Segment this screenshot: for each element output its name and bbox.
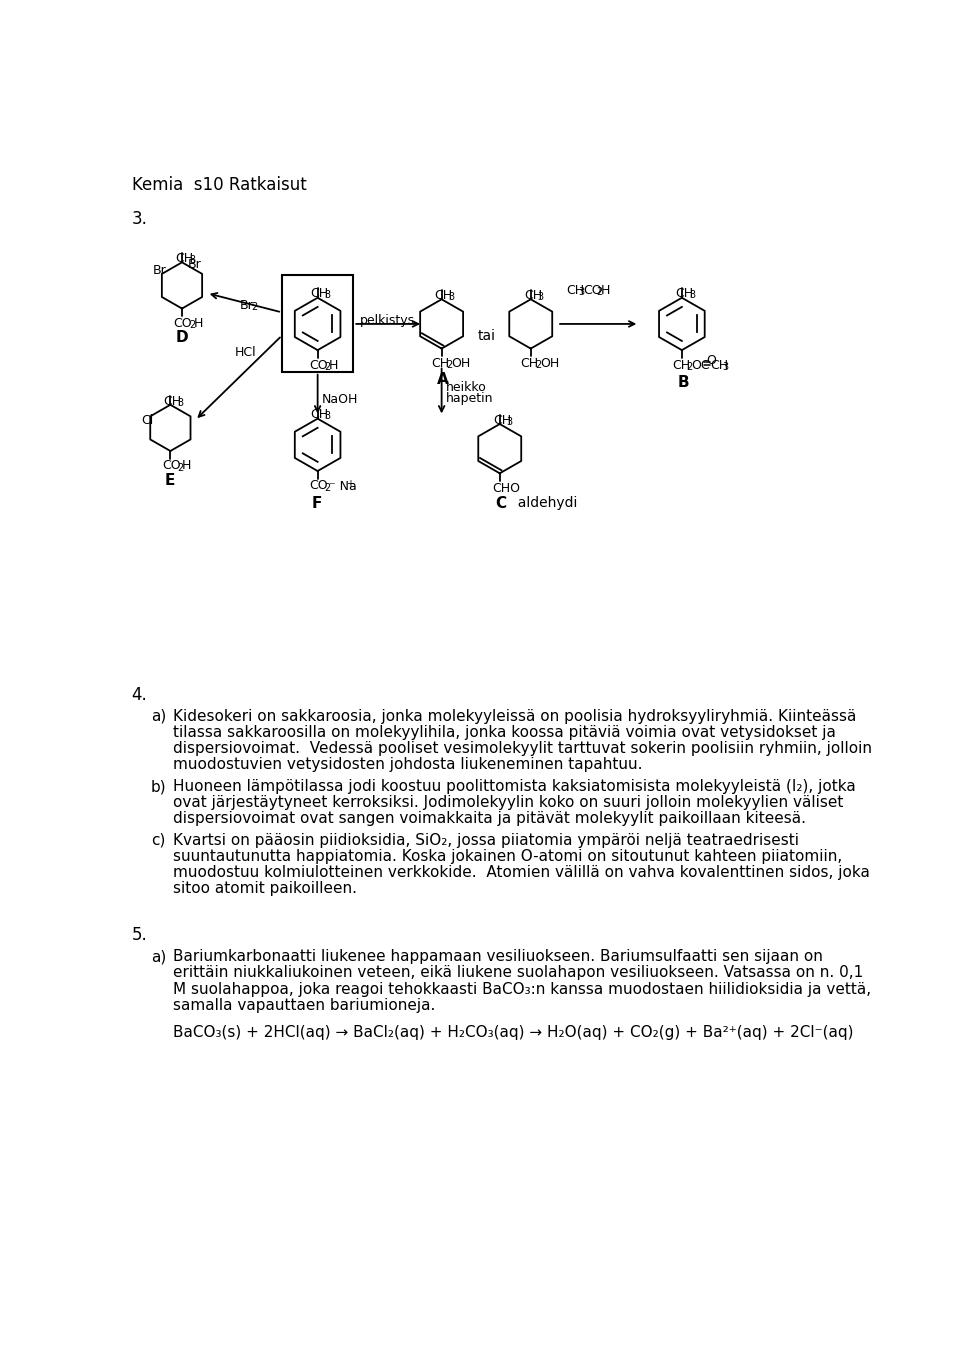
Text: CO: CO <box>309 358 327 372</box>
Text: 3: 3 <box>324 291 331 300</box>
Text: a): a) <box>151 949 166 964</box>
Text: 3: 3 <box>538 292 544 303</box>
Text: 3: 3 <box>507 418 513 427</box>
Text: aldehydi: aldehydi <box>509 496 577 511</box>
Text: c): c) <box>151 833 165 848</box>
Text: 3: 3 <box>189 256 195 265</box>
Text: pelkistys: pelkistys <box>359 314 415 327</box>
Text: A: A <box>437 372 448 387</box>
Text: O: O <box>707 354 716 366</box>
Text: H: H <box>601 284 610 297</box>
Text: 3: 3 <box>178 397 183 408</box>
Text: Br: Br <box>240 299 253 312</box>
Text: CH: CH <box>432 357 449 370</box>
Text: suuntautunutta happiatomia. Koska jokainen O-atomi on sitoutunut kahteen piiatom: suuntautunutta happiatomia. Koska jokain… <box>173 849 842 864</box>
Text: Br: Br <box>153 264 166 277</box>
Text: 2: 2 <box>686 362 693 372</box>
Text: OC: OC <box>691 358 709 372</box>
Text: 3.: 3. <box>132 210 148 228</box>
Text: 3: 3 <box>689 291 695 300</box>
Text: CHO: CHO <box>492 481 520 495</box>
Text: CO: CO <box>162 460 180 472</box>
Text: H: H <box>182 460 191 472</box>
Text: CH: CH <box>163 395 181 408</box>
Text: HCl: HCl <box>234 346 256 358</box>
Text: 2: 2 <box>324 483 331 492</box>
Text: H: H <box>194 316 203 330</box>
Text: CH: CH <box>566 284 585 297</box>
Text: CH: CH <box>311 287 328 300</box>
Text: Kemia  s10 Ratkaisut: Kemia s10 Ratkaisut <box>132 176 306 195</box>
Text: 3: 3 <box>579 287 585 297</box>
Text: CH: CH <box>175 253 193 265</box>
Text: hapetin: hapetin <box>445 392 493 406</box>
Text: CH: CH <box>524 289 541 303</box>
Text: erittäin niukkaliukoinen veteen, eikä liukene suolahapon vesiliuokseen. Vatsassa: erittäin niukkaliukoinen veteen, eikä li… <box>173 965 863 980</box>
Text: H: H <box>329 358 339 372</box>
Text: 4.: 4. <box>132 685 148 704</box>
Text: 3: 3 <box>722 362 729 372</box>
Text: CO: CO <box>584 284 602 297</box>
Text: NaOH: NaOH <box>322 393 358 406</box>
Text: Cl: Cl <box>141 414 154 427</box>
Text: muodostuu kolmiulotteinen verkkokide.  Atomien välillä on vahva kovalenttinen si: muodostuu kolmiulotteinen verkkokide. At… <box>173 865 870 880</box>
Text: BaCO₃(s) + 2HCl(aq) → BaCl₂(aq) + H₂CO₃(aq) → H₂O(aq) + CO₂(g) + Ba²⁺(aq) + 2Cl⁻: BaCO₃(s) + 2HCl(aq) → BaCl₂(aq) + H₂CO₃(… <box>173 1025 853 1040</box>
Text: CH: CH <box>435 289 453 303</box>
Text: tilassa sakkaroosilla on molekyylihila, jonka koossa pitäviä voimia ovat vetysid: tilassa sakkaroosilla on molekyylihila, … <box>173 725 835 740</box>
Bar <box>282 274 353 372</box>
Text: Kidesokeri on sakkaroosia, jonka molekyyleissä on poolisia hydroksyyliryhmiä. Ki: Kidesokeri on sakkaroosia, jonka molekyy… <box>173 708 856 723</box>
Text: ovat järjestäytyneet kerroksiksi. Jodimolekyylin koko on suuri jolloin molekyyli: ovat järjestäytyneet kerroksiksi. Jodimo… <box>173 795 843 810</box>
Text: CH: CH <box>672 358 690 372</box>
Text: CH: CH <box>709 358 728 372</box>
Text: heikko: heikko <box>445 381 487 393</box>
Text: Bariumkarbonaatti liukenee happamaan vesiliuokseen. Bariumsulfaatti sen sijaan o: Bariumkarbonaatti liukenee happamaan ves… <box>173 949 823 964</box>
Text: 2: 2 <box>324 362 331 372</box>
Text: 2: 2 <box>446 360 452 370</box>
Text: Huoneen lämpötilassa jodi koostuu poolittomista kaksiatomisista molekyyleistä (I: Huoneen lämpötilassa jodi koostuu poolit… <box>173 779 855 794</box>
Text: +: + <box>347 479 354 488</box>
Text: Kvartsi on pääosin piidioksidia, SiO₂, jossa piiatomia ympäröi neljä teatraedris: Kvartsi on pääosin piidioksidia, SiO₂, j… <box>173 833 799 848</box>
Text: 2: 2 <box>189 320 195 330</box>
Text: samalla vapauttaen bariumioneja.: samalla vapauttaen bariumioneja. <box>173 998 435 1013</box>
Text: CO: CO <box>309 480 327 492</box>
Text: dispersiovoimat ovat sangen voimakkaita ja pitävät molekyylit paikoillaan kitees: dispersiovoimat ovat sangen voimakkaita … <box>173 811 805 826</box>
Text: 5.: 5. <box>132 926 148 944</box>
Text: OH: OH <box>451 357 470 370</box>
Text: Br: Br <box>188 258 202 272</box>
Text: 2: 2 <box>536 360 541 370</box>
Text: CH: CH <box>675 287 693 300</box>
Text: a): a) <box>151 708 166 723</box>
Text: 2: 2 <box>596 287 602 297</box>
Text: C: C <box>495 496 506 511</box>
Text: ⁻ Na: ⁻ Na <box>329 480 357 493</box>
Text: D: D <box>176 330 188 345</box>
Text: sitoo atomit paikoilleen.: sitoo atomit paikoilleen. <box>173 882 357 896</box>
Text: CH: CH <box>311 408 328 420</box>
Text: E: E <box>164 473 175 488</box>
Text: CH: CH <box>520 357 539 370</box>
Text: 3: 3 <box>324 411 331 420</box>
Text: OH: OH <box>540 357 560 370</box>
Text: CO: CO <box>174 316 192 330</box>
Text: b): b) <box>151 779 167 794</box>
Text: 2: 2 <box>252 303 258 312</box>
Text: CH: CH <box>492 414 511 427</box>
Text: dispersiovoimat.  Vedessä pooliset vesimolekyylit tarttuvat sokerin poolisiin ry: dispersiovoimat. Vedessä pooliset vesimo… <box>173 741 872 756</box>
Text: 2: 2 <box>178 462 183 473</box>
Text: 3: 3 <box>448 292 455 303</box>
Text: tai: tai <box>478 329 496 342</box>
Text: muodostuvien vetysidosten johdosta liukeneminen tapahtuu.: muodostuvien vetysidosten johdosta liuke… <box>173 757 642 772</box>
Text: B: B <box>677 375 689 389</box>
Text: M suolahappoa, joka reagoi tehokkaasti BaCO₃:n kanssa muodostaen hiilidioksidia : M suolahappoa, joka reagoi tehokkaasti B… <box>173 982 871 996</box>
Text: F: F <box>311 496 322 511</box>
